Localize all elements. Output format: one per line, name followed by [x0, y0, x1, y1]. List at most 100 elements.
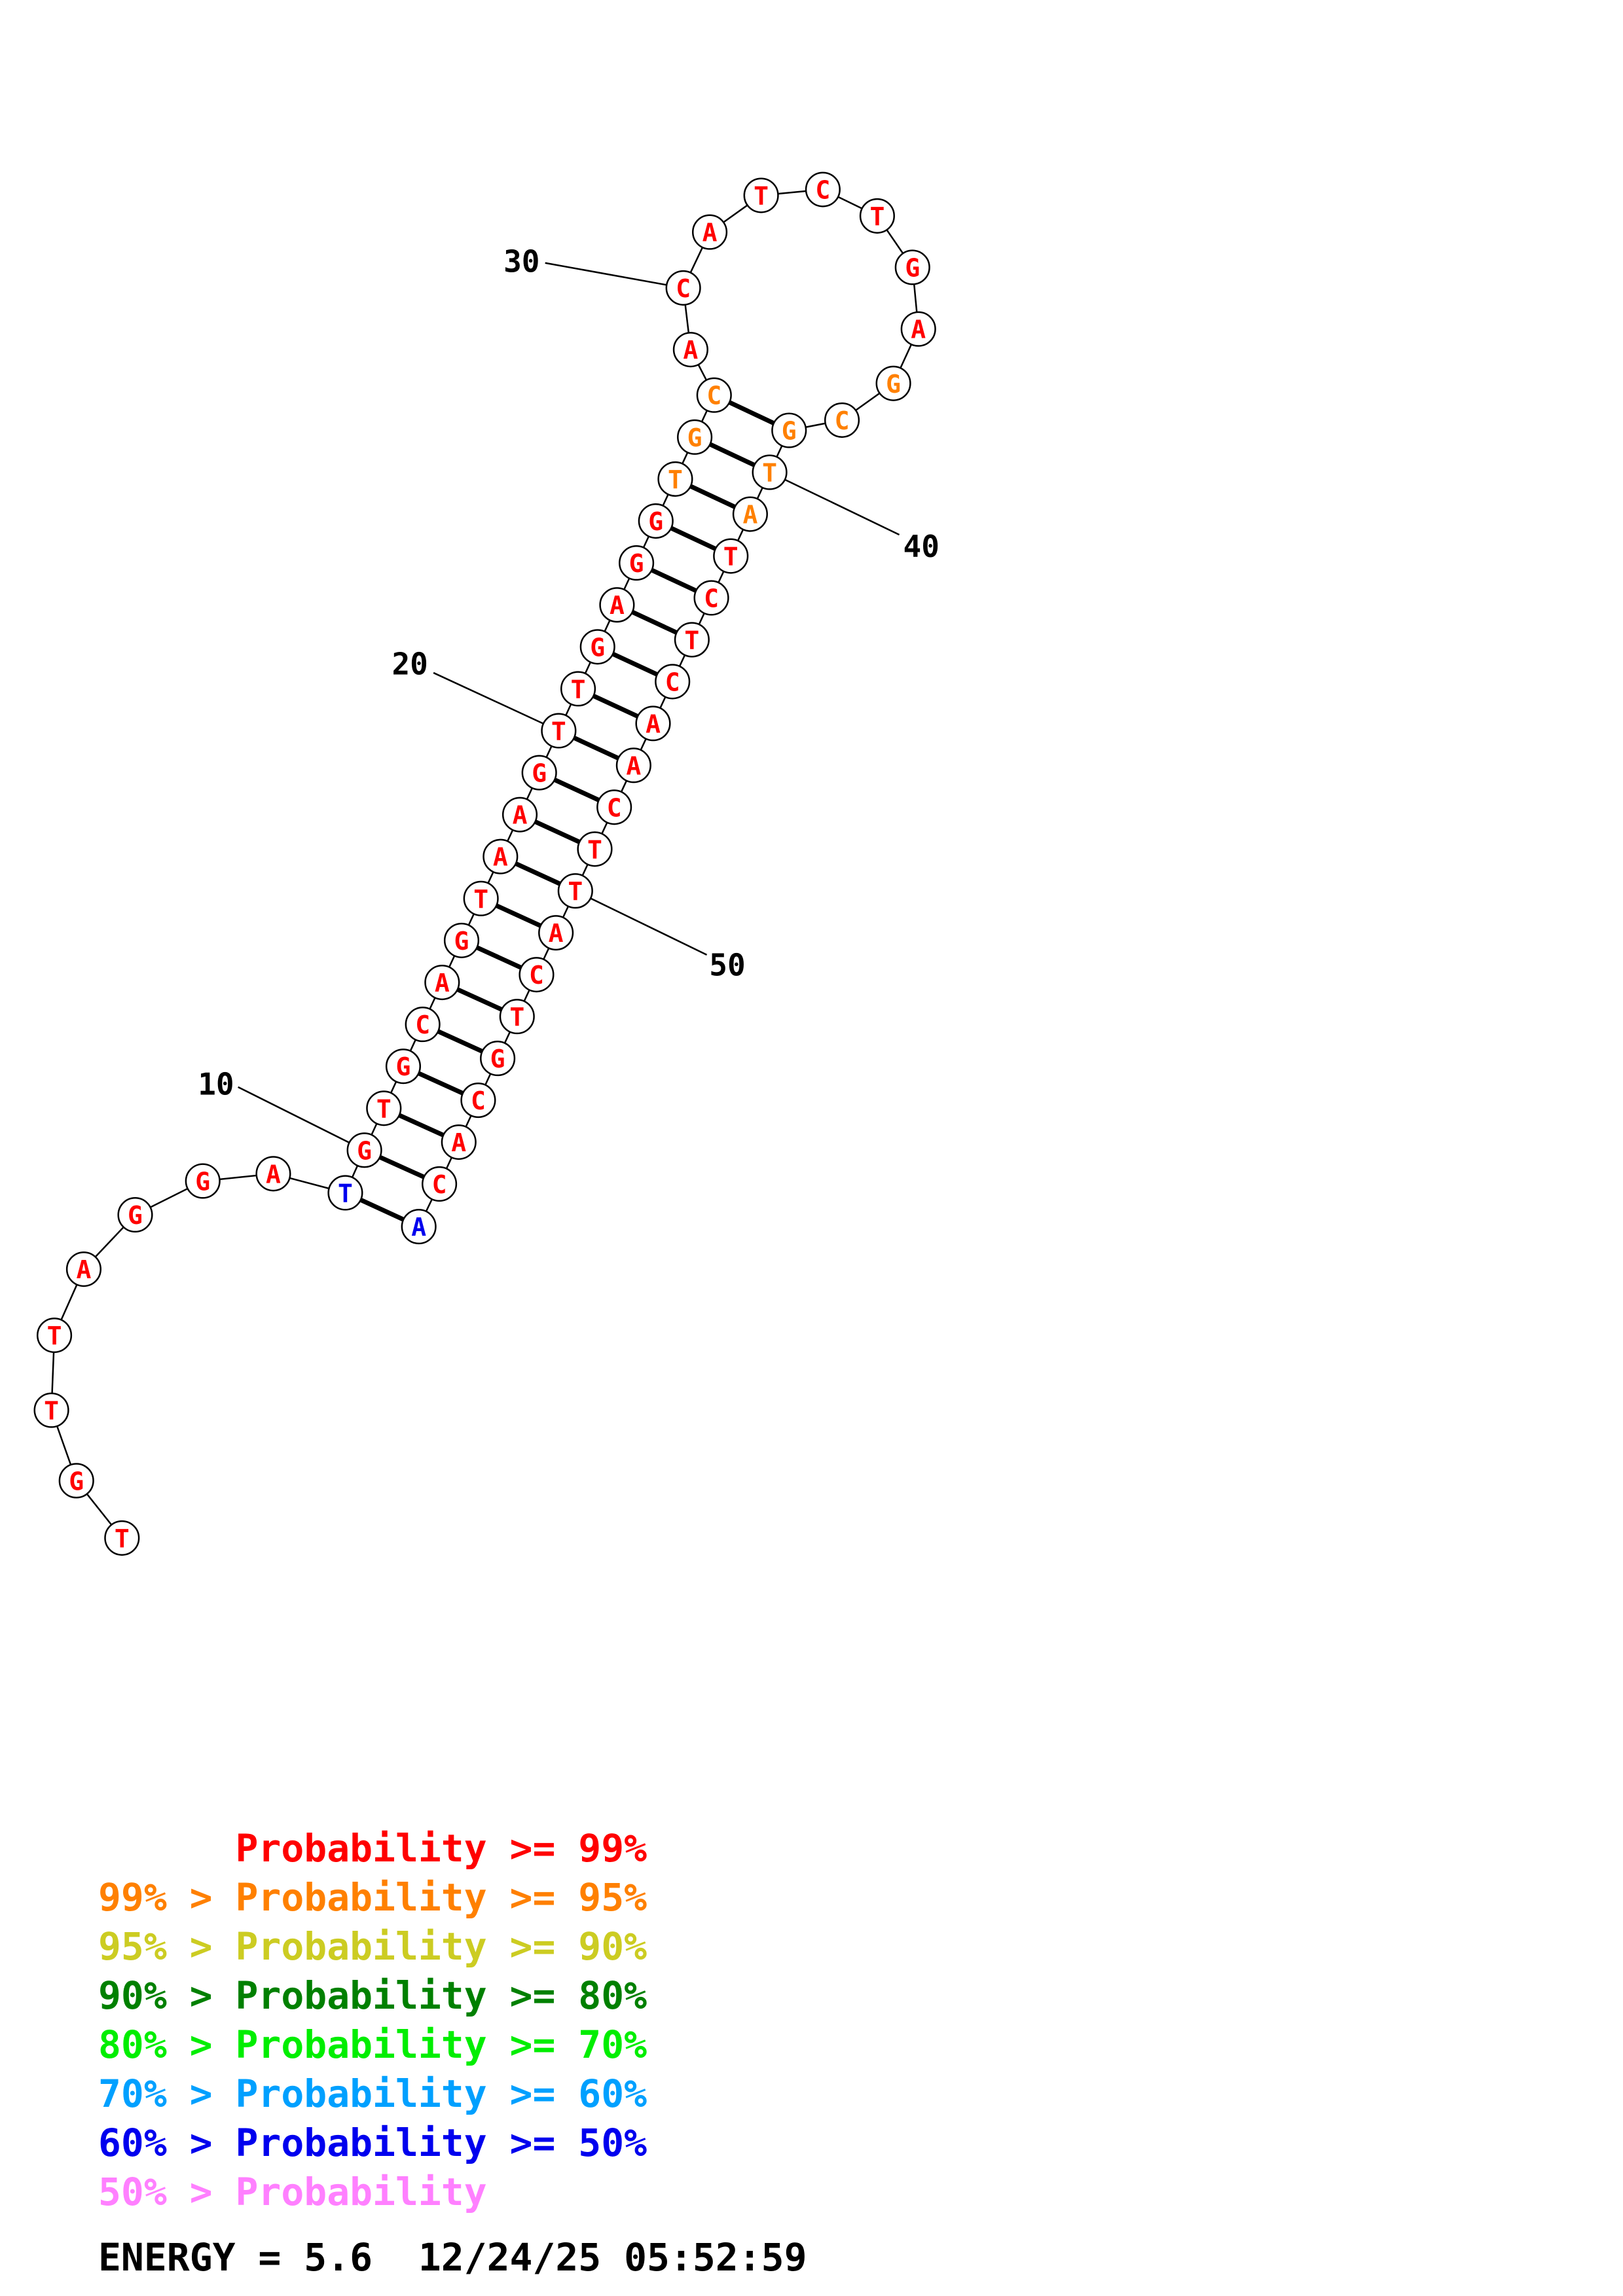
position-label-30: 30 [503, 244, 539, 279]
legend-entry: Probability >= 99% [98, 1826, 647, 1871]
nucleotide-circle [577, 831, 613, 867]
nucleotide-circle [672, 332, 708, 368]
nucleotide-base: T [47, 1321, 62, 1350]
nucleotide-circle [385, 1049, 422, 1085]
nucleotide-circle [693, 580, 729, 616]
nucleotide-21: T [560, 671, 596, 707]
nucleotide-circle [732, 496, 768, 532]
nucleotide-7: G [185, 1163, 221, 1199]
nucleotide-12: G [385, 1049, 422, 1085]
nucleotide-base: A [626, 751, 641, 780]
nucleotide-40: T [752, 454, 788, 490]
nucleotide-6: G [117, 1197, 153, 1233]
nucleotide-base: T [762, 459, 777, 488]
nucleotide-base: T [509, 1003, 524, 1031]
nucleotide-5: A [65, 1251, 101, 1287]
nucleotide-base: G [905, 253, 920, 282]
nucleotide-circle [615, 747, 651, 783]
nucleotide-base: A [493, 843, 508, 872]
nucleotide-base: T [115, 1524, 130, 1553]
nucleotide-base: C [676, 274, 691, 303]
nucleotide-base: G [629, 549, 644, 578]
legend-entry: 50% > Probability [98, 2170, 487, 2214]
nucleotide-38: C [824, 402, 860, 438]
nucleotide-base: C [835, 406, 850, 435]
nucleotide-9: T [327, 1175, 363, 1211]
nucleotide-4: T [36, 1318, 73, 1354]
nucleotide-base: A [435, 969, 450, 997]
nucleotide-circle [104, 1520, 140, 1556]
nucleotide-circle [743, 177, 779, 213]
nucleotide-base: T [551, 717, 566, 745]
nucleotide-1: T [104, 1520, 140, 1556]
nucleotide-28: C [696, 377, 732, 413]
nucleotide-base: G [886, 370, 901, 399]
nucleotide-circle [824, 402, 860, 438]
legend-entry: 60% > Probability >= 50% [98, 2121, 647, 2165]
nucleotide-base: C [432, 1170, 447, 1199]
nucleotide-8: A [255, 1156, 291, 1192]
nucleotide-base: A [451, 1128, 466, 1157]
nucleotide-base: C [815, 176, 830, 205]
nucleotide-base: T [723, 543, 739, 571]
nucleotide-2: G [58, 1463, 94, 1499]
nucleotide-base: A [646, 709, 661, 738]
nucleotide-base: G [490, 1045, 505, 1073]
nucleotide-base: A [702, 219, 718, 247]
nucleotide-base: G [590, 633, 605, 662]
nucleotide-base: C [471, 1086, 486, 1115]
nucleotide-base: A [411, 1213, 426, 1242]
nucleotide-circle [58, 1463, 94, 1499]
nucleotide-31: A [691, 214, 728, 250]
nucleotide-base: C [607, 793, 622, 822]
nucleotide-35: G [894, 249, 930, 285]
legend-entry: 99% > Probability >= 95% [98, 1875, 647, 1920]
nucleotide-circle [713, 538, 749, 574]
nucleotide-base: T [668, 465, 683, 494]
nucleotide-circle [691, 214, 728, 250]
nucleotide-circle [401, 1209, 437, 1245]
nucleotide-base: G [782, 417, 797, 446]
nucleotide-25: G [638, 503, 674, 539]
nucleotide-base: T [376, 1094, 392, 1123]
nucleotide-circle [900, 311, 936, 347]
nucleotide-circle [366, 1090, 402, 1126]
position-leader-line [238, 1086, 365, 1151]
nucleotide-circle [541, 713, 577, 749]
nucleotide-base: G [648, 507, 663, 536]
nucleotide-22: G [579, 629, 615, 665]
nucleotide-base: C [706, 382, 721, 410]
nucleotide-circle [696, 377, 732, 413]
nucleotide-base: C [704, 584, 719, 613]
nucleotide-base: G [454, 927, 469, 956]
nucleotide-circle [805, 171, 841, 207]
nucleotide-circle [521, 755, 557, 791]
position-labels: 10 20 30 40 50 [198, 244, 939, 1102]
nucleotide-base: T [587, 835, 602, 864]
nucleotide-3: T [33, 1392, 69, 1428]
nucleotide-base: G [396, 1052, 411, 1081]
nucleotide-base: T [754, 182, 769, 211]
nucleotide-11: T [366, 1090, 402, 1126]
nucleotide-circle [752, 454, 788, 490]
nucleotide-10: G [346, 1132, 382, 1168]
nucleotide-circle [557, 873, 593, 909]
nucleotide-base: C [665, 668, 680, 696]
nucleotide-circle [499, 999, 535, 1035]
legend-entry: 70% > Probability >= 60% [98, 2072, 647, 2116]
nucleotide-54: G [480, 1041, 516, 1077]
nucleotide-circle [185, 1163, 221, 1199]
nucleotide-base: T [44, 1397, 59, 1426]
nucleotide-circle [596, 789, 632, 825]
position-leader-line [545, 262, 684, 289]
nucleotide-24: G [619, 545, 655, 581]
nucleotide-27: G [677, 419, 713, 455]
nucleotide-base: G [69, 1467, 84, 1496]
nucleotide-30: C [665, 270, 701, 306]
nucleotide-base: T [869, 202, 884, 231]
nucleotide-circle [117, 1197, 153, 1233]
nucleotide-29: A [672, 332, 708, 368]
nucleotide-base: C [529, 961, 544, 990]
nucleotide-circle [255, 1156, 291, 1192]
